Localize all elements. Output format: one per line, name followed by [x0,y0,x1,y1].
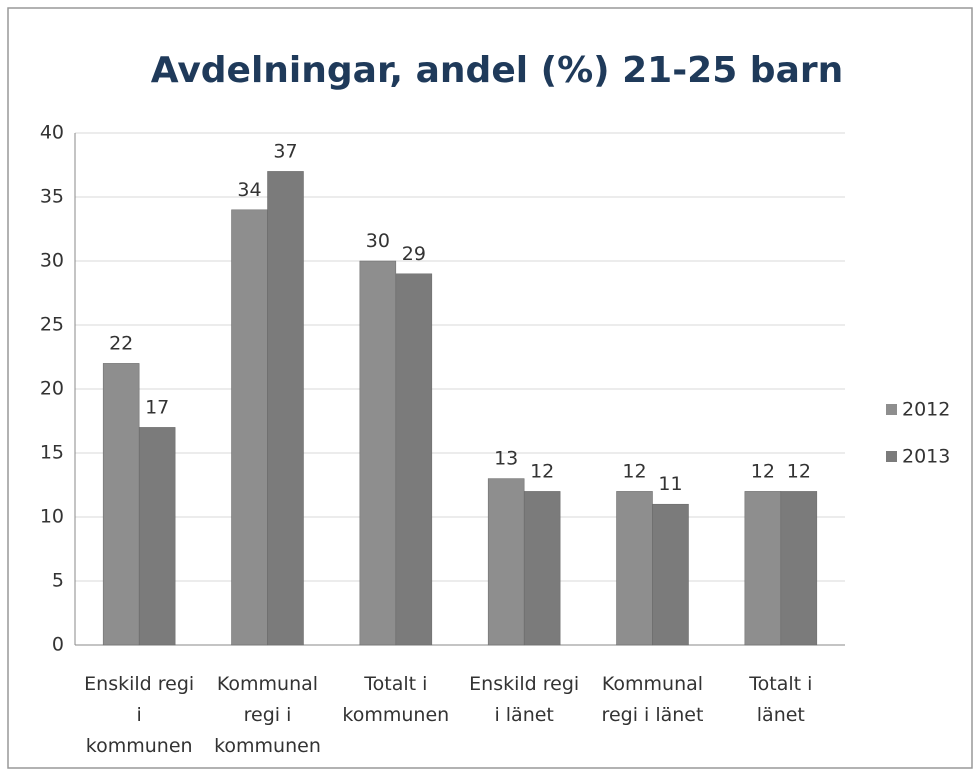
data-label: 17 [145,396,169,418]
y-tick-label: 40 [40,122,64,144]
bar [487,478,525,646]
bar [231,209,268,646]
chart-frame [7,7,973,769]
data-label: 11 [658,473,682,495]
bar [138,427,176,646]
y-tick-label: 30 [40,250,64,272]
legend-label: 2012 [902,399,950,421]
data-label: 12 [622,460,646,482]
y-tick-label: 0 [52,634,64,656]
chart-title: Avdelningar, andel (%) 21-25 barn [151,50,844,91]
data-label: 12 [530,460,554,482]
bar [102,363,140,646]
y-tick-label: 10 [40,506,64,528]
bar [780,491,818,646]
bar [267,171,304,646]
y-tick-label: 20 [40,378,64,400]
y-tick-label: 15 [40,442,64,464]
data-label: 29 [402,243,426,265]
bar [652,503,689,646]
bar [616,491,653,646]
data-label: 12 [751,460,775,482]
data-label: 12 [787,460,811,482]
legend-swatch [886,451,897,462]
x-tick-label: Totalt i länet [748,673,812,726]
x-tick-label: Totalt i kommunen [342,673,449,726]
y-tick-label: 35 [40,186,64,208]
x-tick-label: Enskild regi i kommunen [84,673,194,757]
bar [523,491,561,646]
data-label: 30 [366,230,390,252]
data-label: 13 [494,448,518,470]
x-tick-label: Kommunal regi i kommunen [214,673,321,757]
data-label: 22 [109,332,133,354]
y-tick-label: 5 [52,570,64,592]
bar [395,273,433,646]
y-tick-label: 25 [40,314,64,336]
bar [744,491,782,646]
legend-swatch [886,404,897,415]
bar [359,260,397,646]
x-tick-label: Enskild regi i länet [469,673,579,726]
data-label: 34 [237,179,261,201]
x-tick-label: Kommunal regi i länet [602,673,704,726]
data-label: 37 [273,140,297,162]
legend-label: 2013 [902,446,950,468]
